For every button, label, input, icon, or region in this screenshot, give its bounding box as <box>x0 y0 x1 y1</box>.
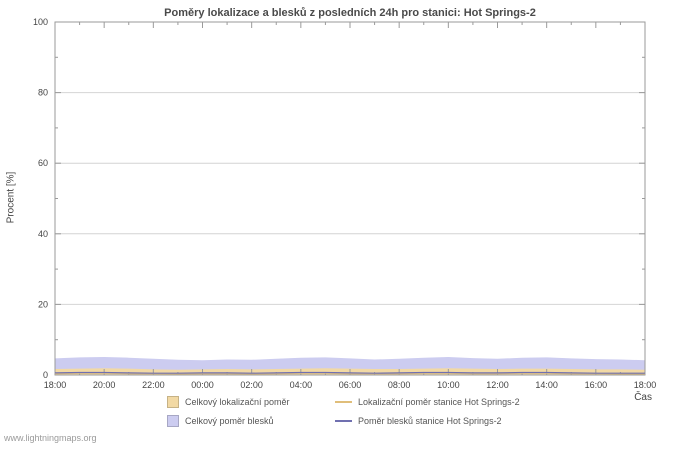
x-tick-label: 08:00 <box>388 380 411 390</box>
legend-row: Celkový lokalizační poměr Lokalizační pom… <box>167 392 520 411</box>
y-tick-label: 0 <box>43 370 48 380</box>
x-tick-label: 10:00 <box>437 380 460 390</box>
x-tick-label: 18:00 <box>634 380 657 390</box>
x-tick-label: 12:00 <box>486 380 509 390</box>
x-tick-label: 14:00 <box>535 380 558 390</box>
legend-row: Celkový poměr blesků Poměr blesků stanice… <box>167 411 520 430</box>
chart-title: Poměry lokalizace a blesků z posledních … <box>164 7 536 19</box>
x-tick-label: 18:00 <box>44 380 67 390</box>
x-tick-label: 00:00 <box>191 380 214 390</box>
watermark-text: www.lightningmaps.org <box>4 433 97 443</box>
y-tick-label: 100 <box>33 17 48 27</box>
legend-item-station_loc: Lokalizační poměr stanice Hot Springs-2 <box>335 397 520 407</box>
x-tick-label: 04:00 <box>290 380 313 390</box>
legend-label: Celkový lokalizační poměr <box>185 396 290 407</box>
x-tick-label: 02:00 <box>240 380 263 390</box>
legend-item-total_strokes: Celkový poměr blesků <box>167 414 335 427</box>
legend-area-swatch-icon <box>167 414 179 427</box>
legend-line-swatch-icon <box>335 400 352 403</box>
x-tick-label: 16:00 <box>585 380 608 390</box>
x-axis-label: Čas <box>634 392 652 403</box>
legend-label: Poměr blesků stanice Hot Springs-2 <box>358 415 502 426</box>
y-tick-label: 20 <box>38 299 48 309</box>
x-tick-label: 22:00 <box>142 380 165 390</box>
series-line-station_strokes <box>54 371 645 374</box>
legend-label: Lokalizační poměr stanice Hot Springs-2 <box>358 396 520 407</box>
x-tick-label: 06:00 <box>339 380 362 390</box>
legend-item-total_loc: Celkový lokalizační poměr <box>167 395 335 408</box>
y-tick-label: 60 <box>38 158 48 168</box>
legend-line-swatch-icon <box>335 419 352 422</box>
chart-legend: Celkový lokalizační poměr Lokalizační pom… <box>167 392 520 430</box>
legend-item-station_strokes: Poměr blesků stanice Hot Springs-2 <box>335 416 502 426</box>
legend-label: Celkový poměr blesků <box>185 415 274 426</box>
y-tick-label: 80 <box>38 88 48 98</box>
y-tick-label: 40 <box>38 229 48 239</box>
legend-area-swatch-icon <box>167 395 179 408</box>
plot-border <box>54 21 646 376</box>
x-tick-label: 20:00 <box>93 380 116 390</box>
